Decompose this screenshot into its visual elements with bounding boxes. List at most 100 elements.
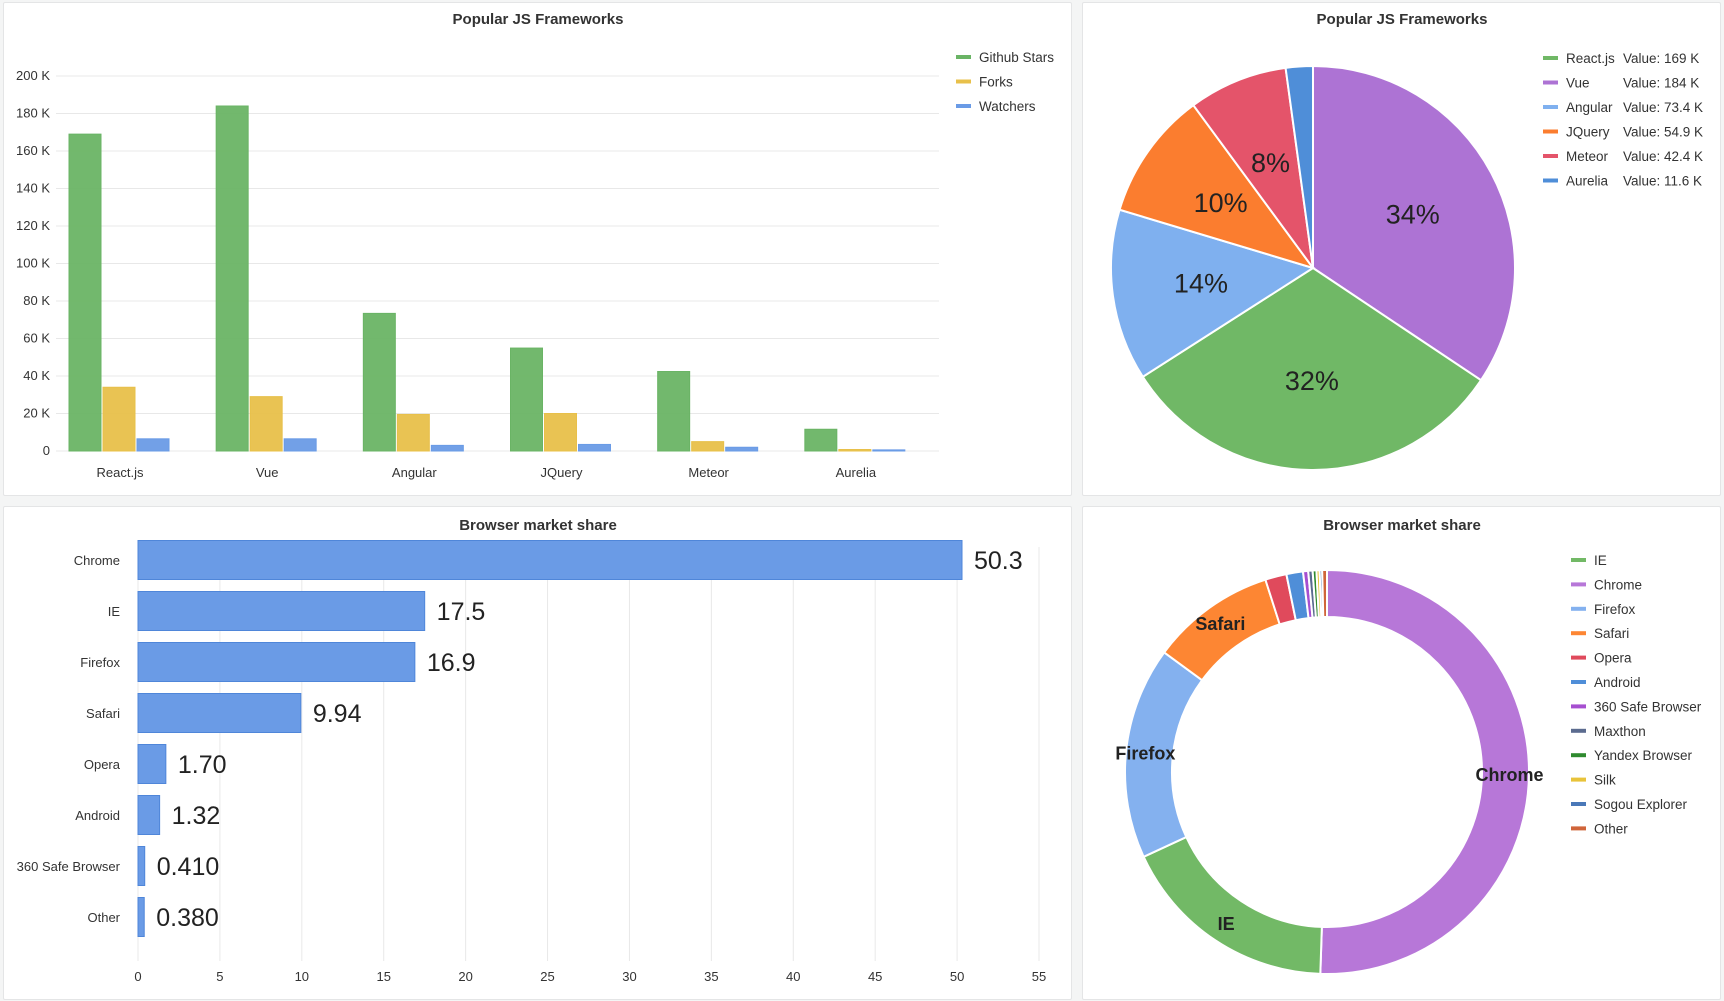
x-tick-label: 20: [458, 969, 472, 984]
bar-value-label: 1.70: [178, 751, 227, 779]
pie-slice-react-js: [1141, 266, 1483, 471]
legend-value: Value: 54.9 K: [1623, 125, 1703, 140]
bar-safari: [137, 693, 302, 733]
x-tick-label: 15: [376, 969, 390, 984]
bar-chrome: [137, 540, 963, 580]
donut-slice-other: [1321, 568, 1328, 619]
x-tick-label: 0: [134, 969, 141, 984]
y-tick-label: Android: [75, 808, 120, 823]
bar-vue-forks: [249, 396, 283, 452]
bar-meteor-watchers: [725, 446, 759, 452]
pie-percent-label: 32%: [1285, 366, 1339, 396]
pie-percent-label: 34%: [1386, 200, 1440, 230]
y-tick-label: 40 K: [23, 368, 50, 383]
pie-percent-label: 14%: [1174, 269, 1228, 299]
bar-firefox: [137, 642, 416, 682]
x-tick-label: Angular: [392, 465, 437, 480]
legend-label: 360 Safe Browser: [1594, 699, 1702, 714]
bar-value-label: 50.3: [974, 547, 1023, 575]
pie-slice-jquery: [1118, 103, 1316, 270]
x-tick-label: 10: [295, 969, 309, 984]
legend-label: Angular: [1566, 100, 1613, 115]
legend-label: Vue: [1566, 76, 1590, 91]
y-tick-label: Firefox: [80, 655, 120, 670]
bar-360-safe-browser: [137, 846, 146, 886]
bar-angular-github-stars: [362, 312, 396, 452]
bar-vue-github-stars: [215, 105, 249, 452]
y-tick-label: 100 K: [16, 256, 50, 271]
legend-label: JQuery: [1566, 125, 1610, 140]
panel-js-frameworks-pie: Popular JS Frameworks 34% 32% 14% 10% 8% React…: [1082, 2, 1721, 496]
legend-label: Meteor: [1566, 149, 1609, 164]
x-tick-label: Aurelia: [836, 465, 877, 480]
chart-title: Popular JS Frameworks: [1317, 11, 1488, 28]
bar-value-label: 0.410: [157, 853, 220, 881]
legend-label: Aurelia: [1566, 174, 1609, 189]
x-tick-label: 25: [540, 969, 554, 984]
browser-market-bar-chart: Browser market share 0 5 10 15 20 25 30 35 40 45 50…: [17, 517, 1047, 984]
bar-value-label: 16.9: [427, 649, 476, 677]
bar-jquery-forks: [544, 413, 577, 452]
legend-label: IE: [1594, 553, 1607, 568]
bar-angular-watchers: [430, 444, 464, 452]
pie-slice-meteor: [1191, 66, 1314, 269]
y-tick-label: Opera: [84, 757, 121, 772]
bar-react-js-watchers: [136, 438, 170, 452]
bar-value-label: 1.32: [172, 802, 221, 830]
legend-label: Forks: [979, 75, 1013, 90]
y-tick-label: 0: [43, 443, 50, 458]
legend-value: Value: 11.6 K: [1623, 174, 1702, 189]
x-tick-label: Meteor: [688, 465, 729, 480]
bar-other: [137, 897, 145, 937]
legend-label: React.js: [1566, 51, 1615, 66]
donut-slice-label: Firefox: [1115, 744, 1175, 764]
y-tick-label: 120 K: [16, 218, 50, 233]
y-tick-label: Chrome: [74, 553, 120, 568]
pie-slice-aurelia: [1284, 64, 1314, 269]
y-tick-label: Safari: [86, 706, 120, 721]
donut-slice-label: Chrome: [1475, 765, 1543, 785]
legend-value: Value: 184 K: [1623, 76, 1699, 91]
panel-browser-market-donut: Browser market share Chrome IE Firefox Safar…: [1082, 506, 1721, 1000]
bar-meteor-github-stars: [657, 371, 691, 452]
donut-slice-ie: [1142, 835, 1323, 975]
legend-label: Silk: [1594, 773, 1616, 788]
bar-vue-watchers: [283, 438, 317, 452]
legend-label: Android: [1594, 675, 1641, 690]
bar-value-label: 0.380: [156, 904, 219, 932]
legend-label: Opera: [1594, 651, 1632, 666]
x-tick-label: 55: [1032, 969, 1046, 984]
x-tick-label: 5: [216, 969, 223, 984]
y-tick-label: Other: [87, 910, 120, 925]
bar-react-js-forks: [102, 386, 136, 452]
y-tick-label: 20 K: [23, 406, 50, 421]
legend-label: Yandex Browser: [1594, 748, 1693, 763]
donut-slice-label: IE: [1218, 914, 1235, 934]
donut-slice-chrome: [1319, 568, 1530, 975]
legend-label: Maxthon: [1594, 724, 1646, 739]
x-tick-label: 35: [704, 969, 718, 984]
bar-ie: [137, 591, 426, 631]
bar-aurelia-github-stars: [804, 428, 838, 452]
x-tick-label: Vue: [256, 465, 279, 480]
bar-value-label: 9.94: [313, 700, 362, 728]
legend-value: Value: 73.4 K: [1623, 100, 1703, 115]
y-tick-label: 160 K: [16, 143, 50, 158]
x-tick-label: 45: [868, 969, 882, 984]
y-tick-label: IE: [108, 604, 121, 619]
bar-android: [137, 795, 161, 835]
y-tick-label: 80 K: [23, 293, 50, 308]
legend-value: Value: 169 K: [1623, 51, 1699, 66]
legend-label: Firefox: [1594, 602, 1636, 617]
bar-react-js-github-stars: [68, 133, 102, 452]
y-tick-label: 180 K: [16, 106, 50, 121]
legend-label: Safari: [1594, 626, 1629, 641]
chart-title: Browser market share: [459, 517, 617, 534]
y-tick-label: 360 Safe Browser: [17, 859, 121, 874]
panel-js-frameworks-bar: Popular JS Frameworks 0 20 K 40 K 60 K 80 K 10…: [3, 2, 1072, 496]
chart-title: Popular JS Frameworks: [453, 11, 624, 28]
panel-browser-market-bar: Browser market share 0 5 10 15 20 25 30 35 40 45 50…: [3, 506, 1072, 1000]
bar-aurelia-forks: [838, 449, 872, 452]
js-frameworks-bar-chart: Popular JS Frameworks 0 20 K 40 K 60 K 80 K 10…: [16, 11, 1054, 480]
browser-market-donut-chart: Browser market share Chrome IE Firefox Safar…: [1115, 517, 1702, 975]
